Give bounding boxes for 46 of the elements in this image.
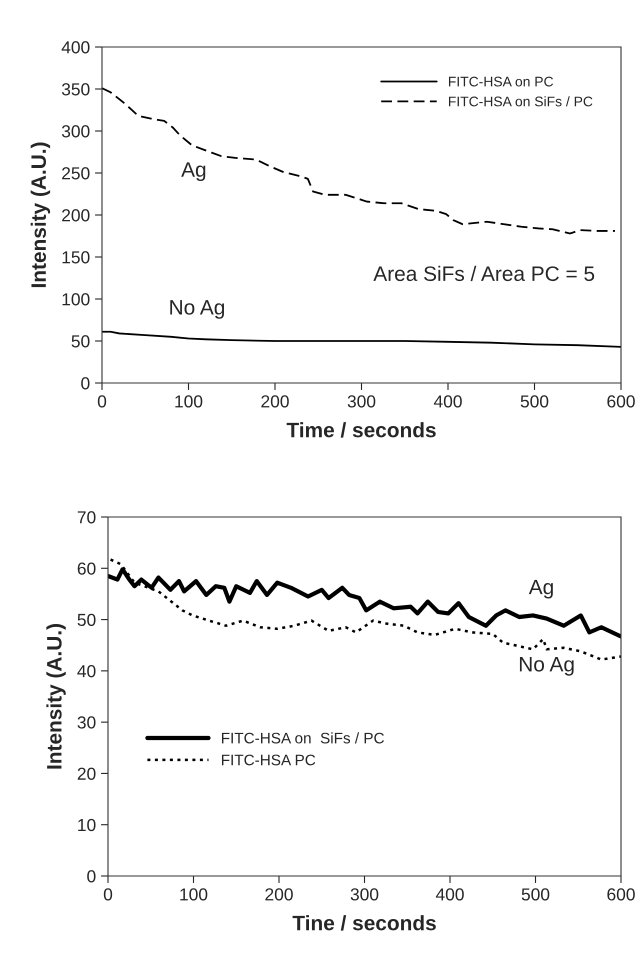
- x-tick-label: 0: [104, 888, 112, 901]
- y-axis-title: Intensity (A.U.): [46, 624, 66, 769]
- y-axis-title: Intensity (A.U.): [30, 142, 50, 288]
- y-tick-label: 0: [87, 870, 96, 882]
- x-tick-label: 500: [520, 395, 548, 408]
- y-tick-label: 300: [62, 125, 90, 138]
- line-series: [102, 87, 616, 234]
- x-tick-label: 600: [607, 395, 635, 408]
- y-tick-label: 60: [78, 562, 96, 575]
- annotation: No Ag: [520, 657, 574, 676]
- y-tick-label: 40: [77, 665, 96, 678]
- annotation: Ag: [181, 162, 206, 182]
- line-series: [102, 330, 621, 348]
- legend-label: FITC-HSA on PC: [448, 76, 554, 86]
- y-tick-label: 150: [62, 251, 90, 264]
- x-tick-label: 400: [436, 888, 464, 901]
- y-tick-label: 10: [78, 818, 96, 832]
- x-tick-label: 300: [348, 395, 376, 408]
- y-tick-label: 400: [62, 41, 90, 54]
- legend-label: FITC-HSA PC: [222, 754, 316, 766]
- x-tick-label: 200: [265, 888, 293, 901]
- legend-label: FITC-HSA on SiFs / PC: [222, 732, 384, 744]
- y-tick-label: 20: [78, 768, 96, 780]
- x-axis-title: Tine / seconds: [292, 915, 436, 931]
- y-tick-label: 70: [78, 511, 96, 524]
- y-tick-label: 250: [62, 167, 90, 180]
- y-tick-label: 50: [78, 614, 96, 626]
- x-axis-title: Time / seconds: [286, 422, 436, 438]
- y-tick-label: 200: [62, 209, 90, 222]
- y-tick-label: 30: [78, 716, 96, 729]
- y-tick-label: 0: [81, 377, 90, 390]
- x-tick-label: 400: [434, 395, 462, 408]
- x-tick-label: 100: [175, 395, 202, 408]
- annotation: Area SiFs / Area PC = 5: [373, 266, 594, 282]
- y-tick-label: 50: [72, 335, 90, 348]
- y-tick-label: 350: [62, 83, 90, 96]
- x-tick-label: 0: [98, 395, 106, 408]
- annotation: Ag: [528, 580, 553, 599]
- legend-label: FITC-HSA on SiFs / PC: [448, 96, 592, 106]
- annotation: No Ag: [170, 300, 224, 319]
- x-tick-label: 200: [261, 395, 289, 408]
- x-tick-label: 100: [180, 888, 208, 901]
- x-tick-label: 500: [522, 888, 550, 901]
- y-tick-label: 100: [62, 293, 90, 306]
- x-tick-label: 300: [350, 888, 378, 901]
- x-tick-label: 600: [607, 888, 635, 901]
